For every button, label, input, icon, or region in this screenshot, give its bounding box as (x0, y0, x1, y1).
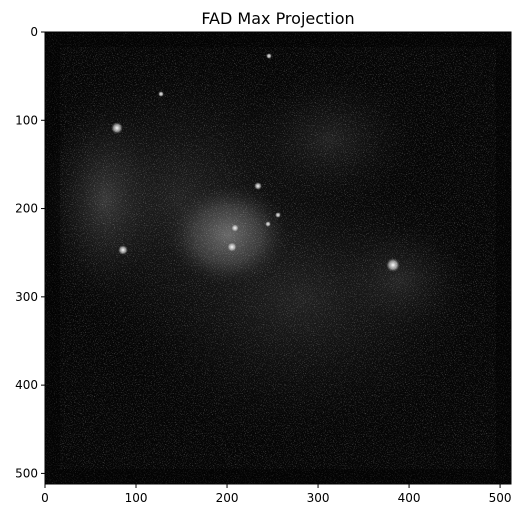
axes-frame (44, 31, 512, 485)
y-tick-label: 200 (15, 202, 38, 216)
x-tick-label: 200 (216, 491, 239, 505)
y-axis: 0 100 200 300 400 500 (15, 25, 45, 480)
fluorescence-image (45, 32, 511, 484)
x-tick-label: 500 (489, 491, 512, 505)
x-tick-label: 300 (307, 491, 330, 505)
y-tick-label: 300 (15, 290, 38, 304)
x-axis: 0 100 200 300 400 500 (41, 484, 512, 505)
y-tick-label: 0 (30, 25, 38, 39)
y-tick-label: 400 (15, 378, 38, 392)
x-tick-label: 400 (398, 491, 421, 505)
x-tick-label: 0 (41, 491, 49, 505)
chart-title: FAD Max Projection (201, 9, 354, 28)
x-tick-label: 100 (125, 491, 148, 505)
y-tick-label: 100 (15, 113, 38, 127)
y-tick-label: 500 (15, 466, 38, 480)
